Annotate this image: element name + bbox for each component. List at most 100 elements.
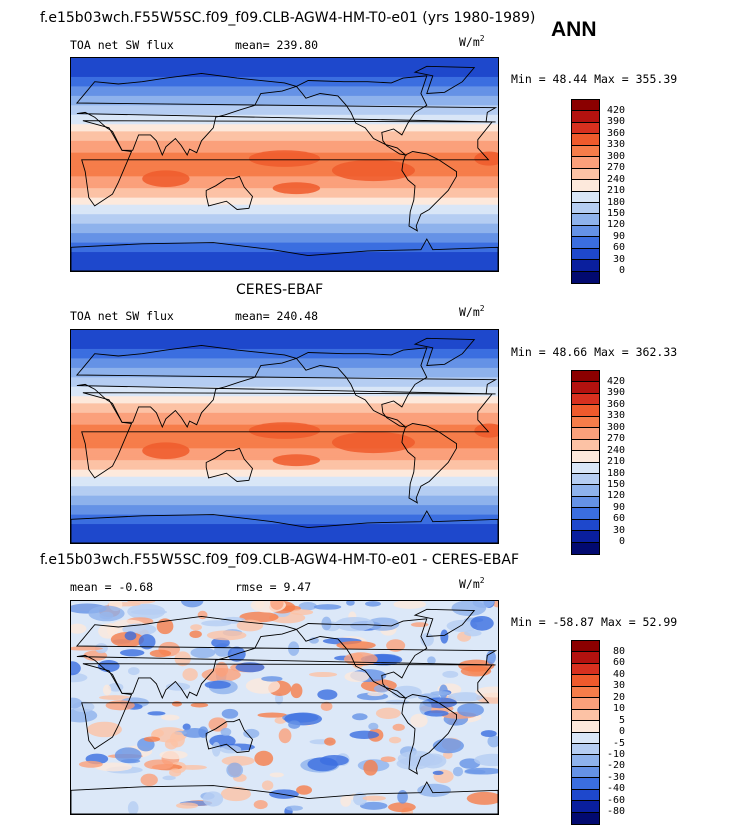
colorbar-swatch <box>572 519 599 532</box>
colorbar-swatch <box>572 439 599 452</box>
colorbar-tick-label: 0 <box>618 265 625 277</box>
colorbar-tick-label: -10 <box>606 748 625 760</box>
colorbar-swatch <box>572 801 599 813</box>
colorbar-tick-label: -30 <box>606 771 625 783</box>
colorbar-swatch <box>572 260 599 272</box>
panel3-units: W/m2 <box>459 576 485 591</box>
colorbar-tick-label: 40 <box>612 668 625 680</box>
colorbar-tick-label: -5 <box>612 737 625 749</box>
colorbar-swatch <box>572 663 599 676</box>
panel3-colorbar-labels: 80 60 40 30 20 10 5 0 -5 -10 -20 -30 -40 -60 -80 <box>601 646 625 824</box>
colorbar-swatch <box>572 180 599 192</box>
colorbar-swatch <box>572 508 599 520</box>
panel2-mean: mean= 240.48 <box>235 309 319 323</box>
colorbar-tick-label: 390 <box>606 387 625 399</box>
colorbar-tick-label: 60 <box>612 657 625 669</box>
colorbar-tick-label: -60 <box>606 794 625 806</box>
case-title: f.e15b03wch.F55W5SC.f09_f09.CLB-AGW4-HM-… <box>40 10 536 26</box>
colorbar-swatch <box>572 271 599 283</box>
colorbar-tick-label: 30 <box>612 524 625 536</box>
colorbar-tick-label: 120 <box>606 490 625 502</box>
colorbar-swatch <box>572 675 599 687</box>
colorbar-tick-label: 30 <box>612 680 625 692</box>
colorbar-swatch <box>572 686 599 699</box>
colorbar-tick-label: 360 <box>606 127 625 139</box>
colorbar-swatch <box>572 157 599 169</box>
colorbar-tick-label: 80 <box>612 646 625 657</box>
colorbar-swatch <box>572 542 599 554</box>
colorbar-tick-label: 20 <box>612 691 625 703</box>
colorbar-swatch <box>572 168 599 181</box>
colorbar-tick-label: -80 <box>606 806 625 818</box>
colorbar-tick-label: 90 <box>612 230 625 242</box>
colorbar-tick-label: -40 <box>606 783 625 795</box>
colorbar-swatch <box>572 732 599 744</box>
colorbar-tick-label: 0 <box>618 536 625 548</box>
panel2-minmax: Min = 48.66 Max = 362.33 <box>511 345 678 359</box>
colorbar-swatch <box>572 641 599 653</box>
panel2-colorbar-labels: 420 390 360 330 300 270 240 210 180 150 120 90 60 30 0 <box>601 376 625 554</box>
colorbar-tick-label: 150 <box>606 207 625 219</box>
colorbar-swatch <box>572 531 599 543</box>
colorbar-swatch <box>572 371 599 383</box>
colorbar-tick-label: 420 <box>606 376 625 387</box>
panel1-variable: TOA net SW flux <box>70 38 174 52</box>
colorbar-swatch <box>572 248 599 261</box>
panel2-map <box>70 329 499 544</box>
colorbar-swatch <box>572 451 599 463</box>
colorbar-swatch <box>572 462 599 474</box>
colorbar-swatch <box>572 496 599 509</box>
panel2-units: W/m2 <box>459 304 485 319</box>
colorbar-swatch <box>572 100 599 112</box>
colorbar-tick-label: 10 <box>612 703 625 715</box>
colorbar-tick-label: 5 <box>618 714 625 726</box>
colorbar-tick-label: 210 <box>606 456 625 468</box>
map-field <box>71 58 498 271</box>
colorbar-tick-label: 90 <box>612 501 625 513</box>
colorbar-tick-label: 300 <box>606 421 625 433</box>
colorbar-swatch <box>572 416 599 429</box>
panel2-variable: TOA net SW flux <box>70 309 174 323</box>
season-label: ANN <box>551 18 597 41</box>
colorbar-swatch <box>572 191 599 203</box>
panel1-colorbar-labels: 420 390 360 330 300 270 240 210 180 150 120 90 60 30 0 <box>601 105 625 283</box>
colorbar-tick-label: 270 <box>606 433 625 445</box>
panel1-minmax: Min = 48.44 Max = 355.39 <box>511 72 678 86</box>
colorbar-swatch <box>572 111 599 123</box>
colorbar-tick-label: 120 <box>606 219 625 231</box>
panel1-map <box>70 57 499 272</box>
colorbar-tick-label: 240 <box>606 444 625 456</box>
colorbar-tick-label: 210 <box>606 185 625 197</box>
colorbar-swatch <box>572 214 599 226</box>
colorbar-tick-label: 180 <box>606 467 625 479</box>
panel3-rmse: rmse = 9.47 <box>235 580 312 594</box>
colorbar-tick-label: 330 <box>606 139 625 151</box>
colorbar-tick-label: 300 <box>606 150 625 162</box>
colorbar-tick-label: 30 <box>612 253 625 265</box>
colorbar-swatch <box>572 382 599 394</box>
colorbar-tick-label: 330 <box>606 410 625 422</box>
colorbar-swatch <box>572 428 599 440</box>
panel3-minmax: Min = -58.87 Max = 52.99 <box>511 615 678 629</box>
colorbar-tick-label: -20 <box>606 760 625 772</box>
colorbar-tick-label: 390 <box>606 116 625 128</box>
colorbar-swatch <box>572 393 599 406</box>
colorbar-swatch <box>572 755 599 767</box>
colorbar-swatch <box>572 225 599 238</box>
colorbar-swatch <box>572 778 599 790</box>
colorbar-tick-label: 150 <box>606 478 625 490</box>
panel1-units: W/m2 <box>459 34 485 49</box>
colorbar-tick-label: 60 <box>612 242 625 254</box>
panel2-colorbar <box>571 370 600 555</box>
map-field <box>71 330 498 543</box>
colorbar-swatch <box>572 237 599 249</box>
colorbar-swatch <box>572 766 599 779</box>
panel3-subtitle: f.e15b03wch.F55W5SC.f09_f09.CLB-AGW4-HM-… <box>40 552 520 568</box>
colorbar-swatch <box>572 698 599 710</box>
panel3-map <box>70 600 499 815</box>
colorbar-tick-label: 420 <box>606 105 625 116</box>
colorbar-tick-label: 60 <box>612 513 625 525</box>
colorbar-swatch <box>572 743 599 756</box>
colorbar-swatch <box>572 134 599 146</box>
panel2-subtitle: CERES-EBAF <box>236 282 324 298</box>
